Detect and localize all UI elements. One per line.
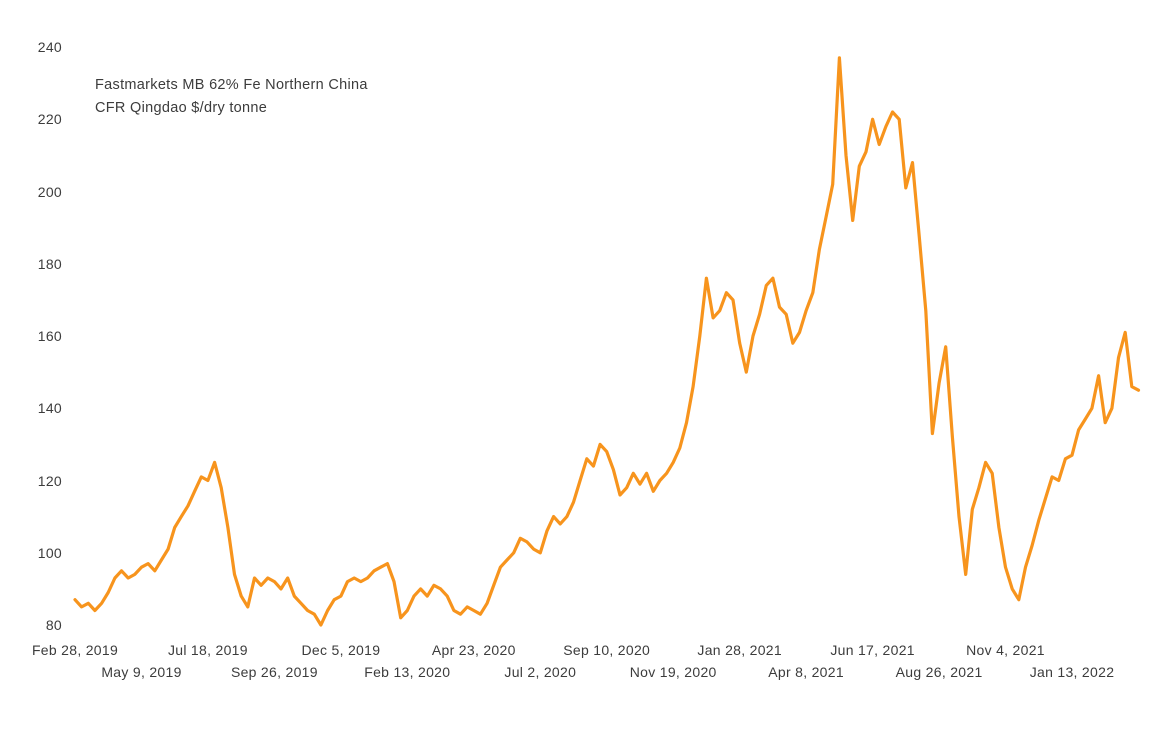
y-tick-label: 160 xyxy=(37,328,62,344)
y-tick-label: 80 xyxy=(45,617,62,633)
x-tick-label: Jul 2, 2020 xyxy=(504,664,577,680)
y-tick-label: 180 xyxy=(37,255,62,272)
chart-title: Fastmarkets MB 62% Fe Northern China CFR… xyxy=(95,74,368,120)
x-tick-label: Jun 17, 2021 xyxy=(830,642,915,658)
x-tick-label: Feb 28, 2019 xyxy=(31,642,119,658)
y-tick-label: 100 xyxy=(37,544,62,561)
x-tick-label: Jan 28, 2021 xyxy=(697,642,782,658)
price-line xyxy=(73,56,1141,627)
x-tick-label: Apr 23, 2020 xyxy=(431,642,516,658)
x-tick-label: May 9, 2019 xyxy=(101,664,182,680)
x-tick-label: Apr 8, 2021 xyxy=(768,664,844,680)
y-tick-label: 200 xyxy=(37,183,62,200)
y-tick-label: 140 xyxy=(37,400,62,417)
y-tick-label: 220 xyxy=(37,111,62,128)
y-tick-label: 240 xyxy=(37,39,62,55)
x-tick-label: Nov 19, 2020 xyxy=(629,664,717,680)
x-tick-label: Jan 13, 2022 xyxy=(1029,664,1115,680)
x-tick-label: Jul 18, 2019 xyxy=(167,642,248,658)
x-tick-label: Nov 4, 2021 xyxy=(966,642,1045,658)
x-tick-label: Feb 13, 2020 xyxy=(364,664,451,680)
chart-title-line2: CFR Qingdao $/dry tonne xyxy=(95,100,268,116)
x-tick-label: Sep 10, 2020 xyxy=(563,642,651,658)
y-tick-label: 120 xyxy=(37,472,62,489)
x-tick-label: Dec 5, 2019 xyxy=(301,642,381,658)
chart-title-line1: Fastmarkets MB 62% Fe Northern China xyxy=(95,77,368,93)
x-tick-label: Sep 26, 2019 xyxy=(230,664,318,680)
x-tick-label: Aug 26, 2021 xyxy=(895,664,983,680)
